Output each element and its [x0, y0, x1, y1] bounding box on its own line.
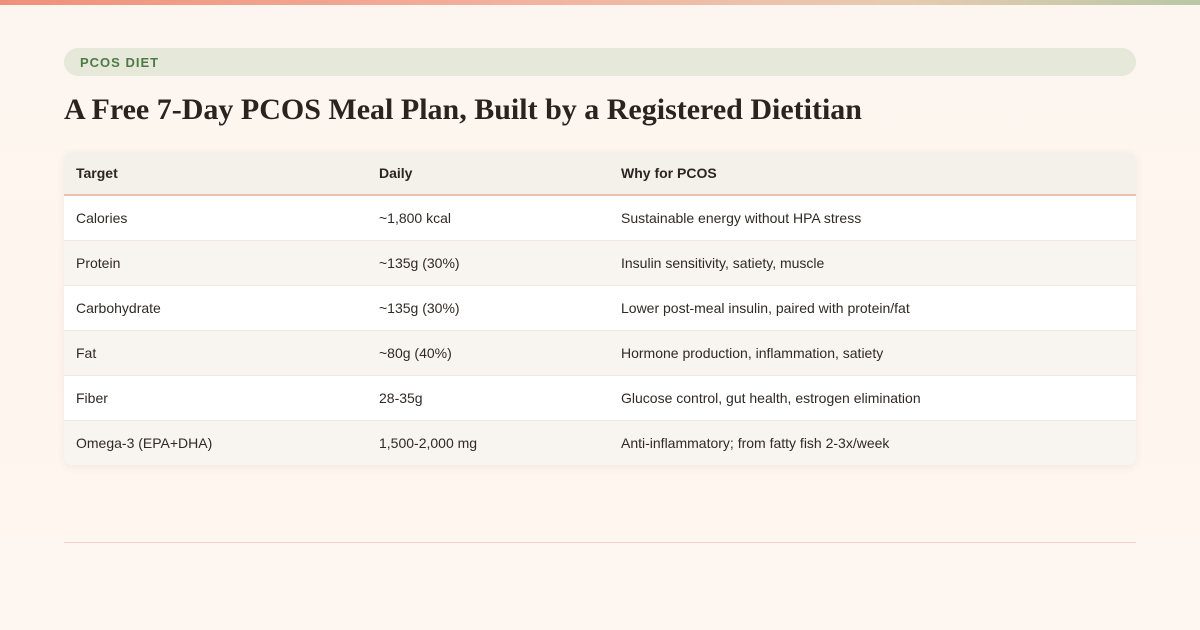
cell-daily: ~80g (40%) [367, 330, 609, 376]
cell-why: Glucose control, gut health, estrogen el… [609, 375, 1136, 421]
nutrition-targets-table: Target Daily Why for PCOS Calories ~1,80… [64, 152, 1136, 465]
cell-why: Hormone production, inflammation, satiet… [609, 330, 1136, 376]
bottom-divider [64, 542, 1136, 543]
cell-daily: 28-35g [367, 375, 609, 421]
table-row: Fat ~80g (40%) Hormone production, infla… [64, 330, 1136, 376]
cell-why: Insulin sensitivity, satiety, muscle [609, 240, 1136, 286]
table-row: Omega-3 (EPA+DHA) 1,500-2,000 mg Anti-in… [64, 420, 1136, 465]
page-title: A Free 7-Day PCOS Meal Plan, Built by a … [64, 93, 862, 126]
category-tag-label: PCOS Diet [80, 54, 160, 70]
cell-why: Sustainable energy without HPA stress [609, 195, 1136, 241]
top-accent-stripe [0, 0, 1200, 5]
table-row: Fiber 28-35g Glucose control, gut health… [64, 375, 1136, 421]
cell-target: Carbohydrate [64, 285, 367, 331]
cell-target: Calories [64, 195, 367, 241]
column-header-why: Why for PCOS [609, 152, 1136, 196]
cell-why: Anti-inflammatory; from fatty fish 2-3x/… [621, 435, 890, 451]
cell-why: Lower post-meal insulin, paired with pro… [609, 285, 1136, 331]
cell-target: Fiber [64, 375, 367, 421]
column-header-daily: Daily [367, 152, 609, 196]
category-tag[interactable]: PCOS Diet [64, 48, 1136, 76]
cell-target: Protein [64, 240, 367, 286]
table-header-row: Target Daily Why for PCOS [64, 152, 1136, 196]
cell-target: Omega-3 (EPA+DHA) [76, 435, 213, 451]
cell-target: Fat [64, 330, 367, 376]
column-header-target: Target [64, 152, 367, 196]
cell-daily: ~1,800 kcal [367, 195, 609, 241]
cell-daily: ~135g (30%) [367, 285, 609, 331]
table-row: Calories ~1,800 kcal Sustainable energy … [64, 195, 1136, 241]
table-row: Protein ~135g (30%) Insulin sensitivity,… [64, 240, 1136, 286]
cell-daily: ~135g (30%) [367, 240, 609, 286]
cell-daily: 1,500-2,000 mg [379, 435, 478, 451]
table-row: Carbohydrate ~135g (30%) Lower post-meal… [64, 285, 1136, 331]
